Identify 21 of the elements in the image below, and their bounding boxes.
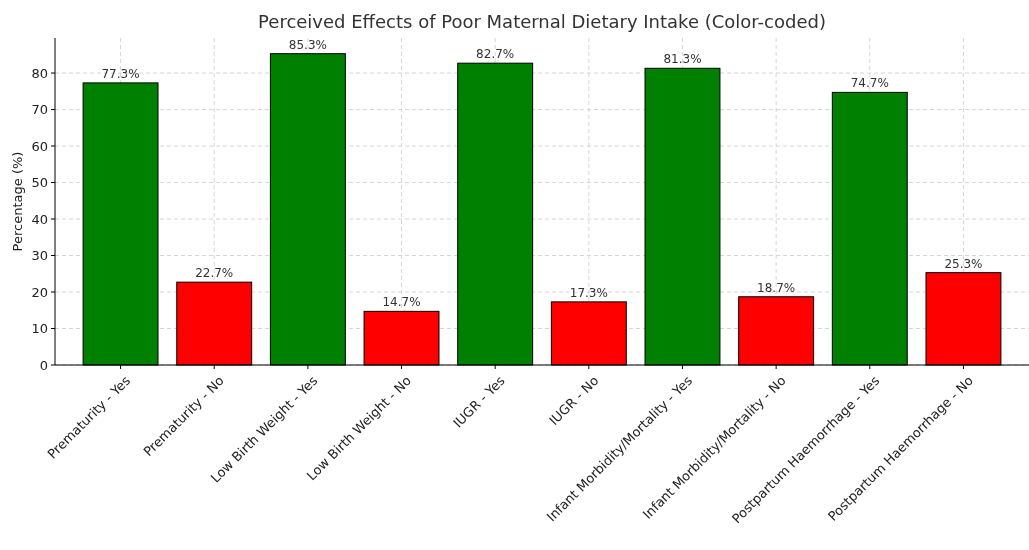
y-tick-label: 60 — [31, 138, 48, 154]
y-tick-label: 80 — [31, 65, 48, 81]
data-label: 82.7% — [476, 47, 515, 62]
data-label: 74.7% — [850, 76, 889, 91]
data-label: 18.7% — [757, 280, 796, 295]
y-tick-label: 70 — [31, 102, 48, 118]
y-tick-label: 40 — [31, 211, 48, 227]
data-label: 14.7% — [382, 295, 421, 310]
data-label: 81.3% — [663, 52, 702, 67]
data-label: 22.7% — [195, 266, 234, 281]
data-label: 85.3% — [288, 37, 327, 52]
y-tick-label: 20 — [31, 284, 48, 300]
y-tick-label: 50 — [31, 175, 48, 191]
y-tick-label: 10 — [31, 321, 48, 337]
y-tick-label: 0 — [39, 357, 48, 373]
y-tick-label: 30 — [31, 248, 48, 264]
data-label: 25.3% — [944, 256, 983, 271]
data-label: 17.3% — [569, 285, 608, 300]
chart-title: Perceived Effects of Poor Maternal Dietary Intake (Color-coded) — [258, 11, 826, 32]
data-label: 77.3% — [101, 66, 140, 81]
y-axis-title: Percentage (%) — [10, 151, 25, 252]
